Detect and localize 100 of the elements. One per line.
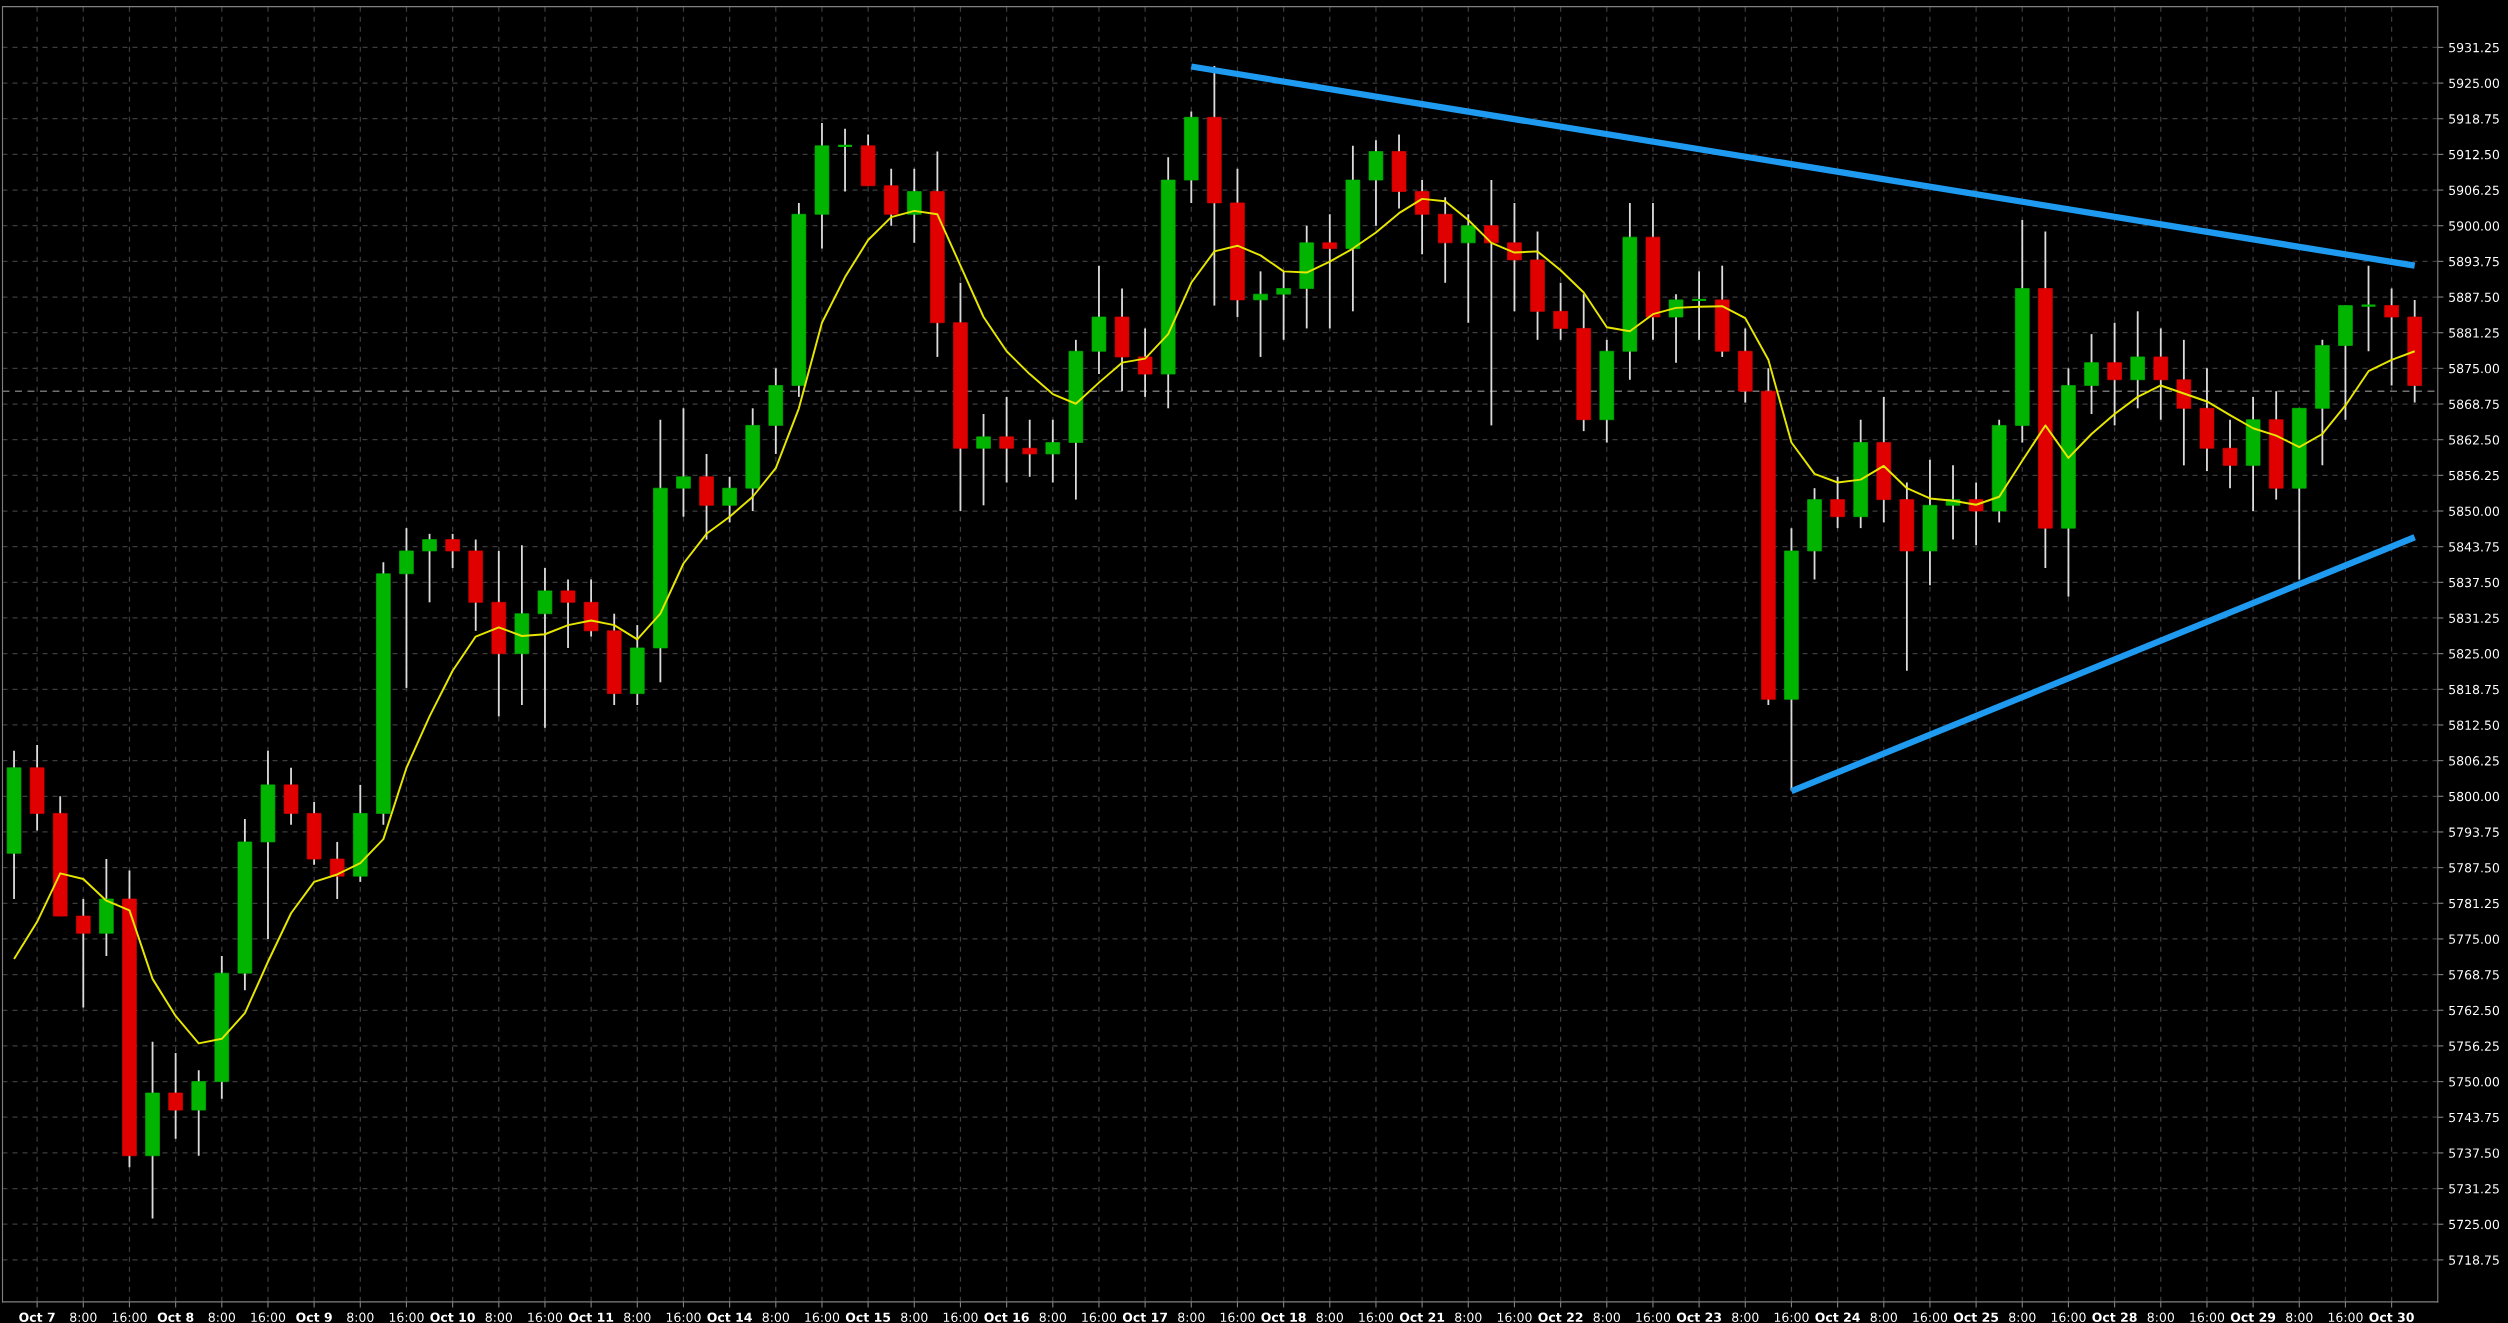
x-tick-label: Oct 14 xyxy=(707,1312,752,1322)
y-tick-label: 5856.25 xyxy=(2449,470,2499,481)
y-tick-label: 5781.25 xyxy=(2449,898,2499,909)
x-tick-label: 16:00 xyxy=(1220,1312,1255,1322)
y-tick-label: 5868.75 xyxy=(2449,399,2499,409)
y-tick-label: 5887.50 xyxy=(2449,292,2500,302)
candlestick xyxy=(1045,418,1061,484)
candlestick xyxy=(2107,321,2122,427)
x-tick-label: Oct 28 xyxy=(2092,1312,2137,1322)
x-tick-label: Oct 25 xyxy=(1953,1312,1999,1322)
x-tick-label: 8:00 xyxy=(485,1312,512,1322)
candlestick xyxy=(1137,327,1153,398)
candlestick xyxy=(1253,270,1268,358)
x-tick-label: 16:00 xyxy=(251,1312,286,1322)
x-tick-label: 8:00 xyxy=(2286,1312,2313,1322)
x-tick-label: 8:00 xyxy=(1732,1312,1759,1322)
candlestick xyxy=(1691,270,1708,341)
y-tick-label: 5918.75 xyxy=(2449,114,2499,124)
candlestick xyxy=(976,413,991,507)
x-tick-label: Oct 7 xyxy=(19,1312,55,1322)
y-tick-label: 5831.25 xyxy=(2449,613,2499,623)
candlestick xyxy=(1414,179,1430,256)
x-tick-label: 16:00 xyxy=(1774,1312,1809,1322)
candlestick xyxy=(445,532,460,569)
candlestick xyxy=(537,567,553,729)
y-tick-label: 5881.25 xyxy=(2449,328,2499,338)
x-tick-label: 16:00 xyxy=(389,1312,424,1322)
candlestick xyxy=(722,475,737,524)
y-tick-label: 5906.25 xyxy=(2449,185,2499,195)
y-tick-label: 5875.00 xyxy=(2449,363,2500,374)
x-tick-label: 8:00 xyxy=(1178,1312,1205,1322)
candlestick xyxy=(1553,281,1568,341)
y-tick-label: 5725.00 xyxy=(2449,1219,2500,1230)
candlestick xyxy=(2222,418,2238,490)
y-tick-label: 5756.25 xyxy=(2449,1041,2499,1051)
x-tick-label: 8:00 xyxy=(2147,1312,2174,1322)
y-tick-label: 5775.00 xyxy=(2449,934,2500,944)
candlestick xyxy=(1484,179,1499,427)
x-tick-label: Oct 29 xyxy=(2230,1312,2276,1322)
x-tick-label: 16:00 xyxy=(1636,1312,1671,1322)
y-tick-label: 5762.50 xyxy=(2449,1005,2500,1016)
y-tick-label: 5718.75 xyxy=(2449,1255,2499,1265)
candlestick xyxy=(2084,333,2099,415)
candlestick xyxy=(676,407,691,518)
x-tick-label: 16:00 xyxy=(1497,1312,1532,1322)
x-tick-label: 16:00 xyxy=(943,1312,978,1322)
candlestick xyxy=(422,532,437,604)
candlestick xyxy=(1276,270,1291,341)
x-tick-label: Oct 21 xyxy=(1399,1312,1445,1322)
y-tick-label: 5737.50 xyxy=(2449,1148,2500,1158)
candlestick xyxy=(2130,310,2145,410)
y-tick-label: 5731.25 xyxy=(2449,1184,2499,1194)
y-tick-label: 5912.50 xyxy=(2449,149,2500,160)
x-tick-label: 8:00 xyxy=(1455,1312,1482,1322)
y-tick-label: 5787.50 xyxy=(2449,863,2500,873)
x-tick-label: 8:00 xyxy=(1316,1312,1343,1322)
x-tick-label: Oct 18 xyxy=(1261,1312,1306,1322)
x-tick-label: Oct 11 xyxy=(568,1312,614,1322)
x-tick-label: Oct 17 xyxy=(1122,1312,1168,1322)
x-tick-label: Oct 15 xyxy=(845,1312,891,1322)
x-tick-label: 8:00 xyxy=(901,1312,928,1322)
candlestick xyxy=(1507,201,1522,313)
x-tick-label: Oct 24 xyxy=(1815,1312,1860,1322)
y-tick-label: 5825.00 xyxy=(2449,649,2500,659)
x-tick-label: 16:00 xyxy=(2328,1312,2363,1322)
candlestick xyxy=(1461,213,1476,324)
x-tick-label: 8:00 xyxy=(2009,1312,2036,1322)
x-tick-label: 16:00 xyxy=(2051,1312,2086,1322)
y-tick-label: 5843.75 xyxy=(2449,542,2499,552)
x-tick-label: 16:00 xyxy=(112,1312,147,1322)
candlestick xyxy=(2153,327,2169,421)
candlestick xyxy=(1668,293,1684,364)
x-tick-label: Oct 30 xyxy=(2369,1312,2414,1322)
x-tick-label: 8:00 xyxy=(762,1312,789,1322)
x-tick-label: Oct 8 xyxy=(157,1312,194,1322)
y-tick-label: 5818.75 xyxy=(2449,684,2499,695)
y-tick-label: 5793.75 xyxy=(2449,827,2499,837)
y-tick-label: 5837.50 xyxy=(2449,577,2500,588)
y-tick-label: 5925.00 xyxy=(2449,78,2500,88)
x-tick-label: 16:00 xyxy=(666,1312,701,1322)
candlestick xyxy=(907,167,922,244)
x-tick-label: Oct 22 xyxy=(1538,1312,1583,1322)
y-tick-label: 5806.25 xyxy=(2449,756,2499,766)
y-tick-label: 5862.50 xyxy=(2449,435,2500,445)
x-tick-label: 8:00 xyxy=(624,1312,651,1322)
candlestick xyxy=(1830,475,1845,530)
y-tick-label: 5750.00 xyxy=(2449,1077,2500,1087)
candlestick xyxy=(329,841,345,900)
x-tick-label: Oct 10 xyxy=(430,1312,475,1322)
candlestick xyxy=(76,898,91,1009)
x-tick-label: 16:00 xyxy=(1359,1312,1394,1322)
y-tick-label: 5850.00 xyxy=(2449,506,2500,516)
x-tick-label: Oct 16 xyxy=(984,1312,1029,1322)
x-tick-label: 16:00 xyxy=(528,1312,563,1322)
candlestick xyxy=(560,578,576,649)
x-tick-label: Oct 9 xyxy=(296,1312,332,1322)
candlestick xyxy=(2384,287,2399,387)
candlestick xyxy=(1322,213,1338,330)
x-tick-label: 8:00 xyxy=(347,1312,374,1322)
y-tick-label: 5893.75 xyxy=(2449,256,2499,267)
